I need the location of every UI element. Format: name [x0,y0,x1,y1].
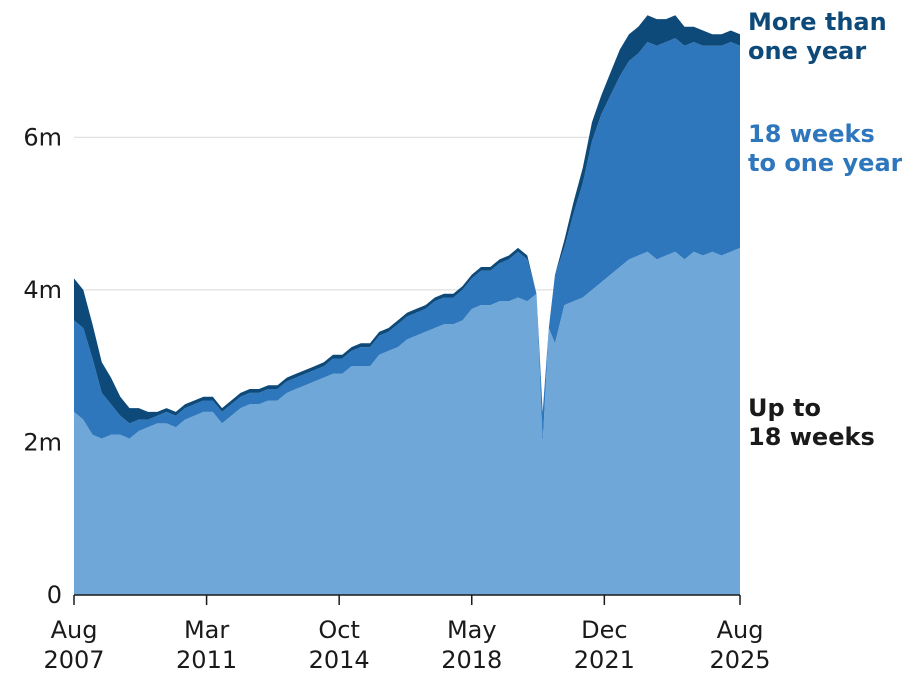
y-tick-label: 6m [23,123,62,151]
series-label: Up to [748,394,821,422]
series-label: More than [748,8,887,36]
x-tick-label-year: 2014 [309,646,370,674]
y-tick-label: 2m [23,428,62,456]
x-tick-label-month: Mar [184,616,229,644]
x-tick-label-year: 2007 [43,646,104,674]
y-tick-label: 0 [47,581,62,609]
x-tick-label-year: 2011 [176,646,237,674]
x-tick-label-year: 2021 [574,646,635,674]
x-axis-ticks: Aug2007Mar2011Oct2014May2018Dec2021Aug20… [43,595,771,674]
x-tick-label-year: 2018 [441,646,502,674]
x-tick-label-month: Aug [51,616,98,644]
x-tick-label-month: Dec [581,616,627,644]
x-tick-label-month: Oct [318,616,360,644]
series-label: one year [748,37,866,65]
x-tick-label-month: Aug [717,616,764,644]
x-tick-label-year: 2025 [709,646,770,674]
x-tick-label-month: May [447,616,497,644]
area-series-up-to-18-weeks [74,247,740,595]
area-series-18-weeks-to-one-year [74,38,740,443]
series-label: 18 weeks [748,423,875,451]
y-tick-label: 4m [23,276,62,304]
y-axis-ticks: 0 2m 4m 6m [23,123,62,609]
series-label: 18 weeks [748,120,875,148]
area-series-group [74,15,740,595]
series-label: to one year [748,149,902,177]
